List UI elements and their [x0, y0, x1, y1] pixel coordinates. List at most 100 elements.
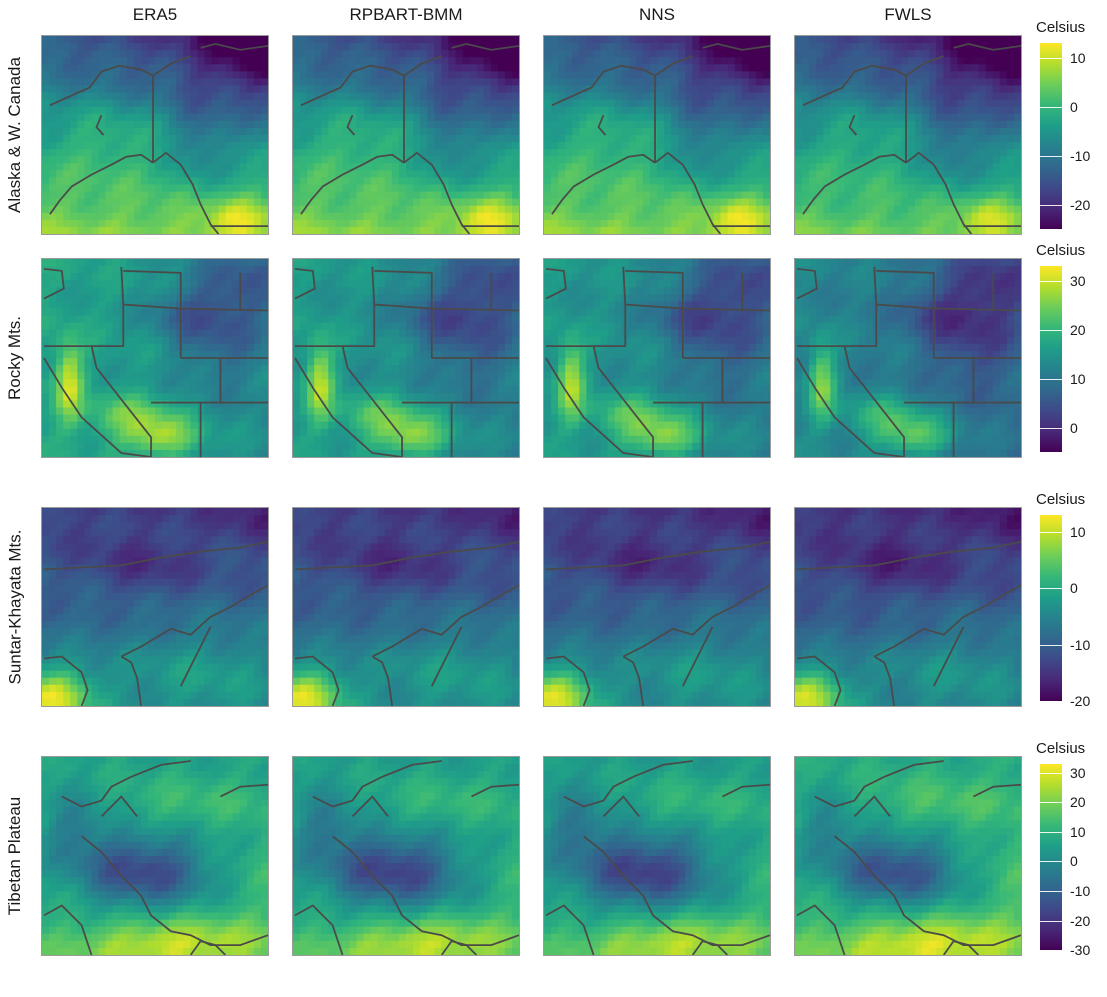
heatmap-cell	[657, 156, 665, 164]
heatmap-cell	[176, 85, 184, 94]
heatmap-cell	[992, 113, 1001, 122]
heatmap-cell	[335, 71, 344, 80]
heatmap-cell	[307, 212, 315, 221]
heatmap-cell	[363, 99, 372, 108]
heatmap-cell	[964, 50, 973, 58]
heatmap-cell	[607, 78, 616, 87]
heatmap-cell	[762, 149, 770, 157]
heatmap-cell	[504, 329, 513, 338]
heatmap-cell	[586, 120, 595, 129]
heatmap-cell	[377, 127, 386, 136]
heatmap-cell	[469, 50, 478, 58]
heatmap-cell	[91, 212, 100, 221]
heatmap-cell	[649, 50, 658, 58]
heatmap-cell	[950, 50, 959, 58]
heatmap-cell	[328, 71, 336, 80]
heatmap-cell	[77, 226, 85, 234]
heatmap-cell	[246, 163, 255, 171]
heatmap-cell	[253, 142, 262, 150]
heatmap-cell	[490, 336, 499, 345]
heatmap-cell	[621, 106, 630, 115]
heatmap-cell	[441, 99, 449, 108]
heatmap-cell	[420, 36, 428, 44]
heatmap-cell	[119, 428, 128, 437]
heatmap-cell	[260, 259, 268, 267]
heatmap-cell	[551, 92, 559, 101]
heatmap-cell	[476, 198, 485, 207]
heatmap-cell	[586, 177, 595, 186]
heatmap-cell	[147, 85, 156, 94]
heatmap-cell	[441, 113, 449, 122]
heatmap-cell	[823, 78, 831, 87]
heatmap-cell	[699, 149, 708, 157]
heatmap-cell	[162, 205, 170, 214]
heatmap-cell	[893, 142, 902, 150]
heatmap-cell	[657, 71, 665, 80]
heatmap-cell	[579, 198, 587, 207]
heatmap-cell	[441, 36, 449, 44]
heatmap-cell	[140, 273, 149, 281]
heatmap-cell	[218, 120, 227, 129]
heatmap-cell	[497, 106, 506, 115]
heatmap-cell	[342, 191, 351, 200]
heatmap-cell	[239, 106, 248, 115]
heatmap-cell	[957, 212, 966, 221]
heatmap-cell	[649, 85, 658, 94]
heatmap-cell	[176, 50, 184, 58]
heatmap-cell	[462, 64, 471, 72]
heatmap-cell	[992, 219, 1001, 228]
heatmap-cell	[197, 372, 206, 380]
heatmap-cell	[77, 57, 85, 65]
heatmap-cell	[183, 36, 191, 44]
heatmap-cell	[992, 85, 1001, 94]
heatmap-cell	[246, 135, 255, 143]
heatmap-cell	[692, 36, 700, 44]
heatmap-cell	[349, 343, 358, 352]
heatmap-cell	[929, 99, 937, 108]
heatmap-cell	[462, 163, 471, 171]
heatmap-cell	[253, 358, 262, 366]
heatmap-cell	[49, 329, 57, 338]
heatmap-cell	[56, 156, 64, 164]
heatmap-cell	[211, 50, 220, 58]
heatmap-cell	[886, 205, 895, 214]
heatmap-cell	[886, 149, 895, 157]
heatmap-cell	[398, 184, 407, 193]
heatmap-cell	[406, 142, 414, 150]
heatmap-cell	[260, 315, 268, 324]
heatmap-cell	[126, 414, 135, 423]
heatmap-cell	[720, 85, 729, 94]
heatmap-cell	[91, 407, 100, 416]
heatmap-cell	[98, 170, 107, 179]
heatmap-cell	[91, 329, 100, 338]
heatmap-cell	[260, 350, 268, 359]
heatmap-cell	[816, 57, 824, 65]
heatmap-cell	[253, 400, 262, 409]
heatmap-cell	[922, 50, 930, 58]
heatmap-cell	[607, 92, 616, 101]
heatmap-cell	[886, 226, 895, 234]
heatmap-cell	[349, 92, 358, 101]
heatmap-cell	[713, 135, 722, 143]
heatmap-cell	[56, 198, 64, 207]
heatmap-cell	[816, 106, 824, 115]
heatmap-cell	[314, 336, 322, 345]
heatmap-cell	[246, 99, 255, 108]
heatmap-cell	[70, 280, 78, 288]
heatmap-cell	[434, 350, 442, 359]
column-title: ERA5	[132, 5, 178, 24]
heatmap-cell	[119, 259, 128, 267]
heatmap-cell	[246, 113, 255, 122]
heatmap-cell	[133, 329, 142, 338]
heatmap-cell	[384, 294, 393, 303]
heatmap-cell	[239, 414, 248, 423]
heatmap-cell	[133, 280, 142, 288]
heatmap-cell	[293, 343, 301, 352]
heatmap-cell	[809, 177, 817, 186]
heatmap-cell	[147, 163, 156, 171]
heatmap-cell	[314, 106, 322, 115]
heatmap-cell	[349, 177, 358, 186]
heatmap-cell	[246, 191, 255, 200]
heatmap-cell	[469, 212, 478, 221]
heatmap-cell	[140, 106, 149, 115]
